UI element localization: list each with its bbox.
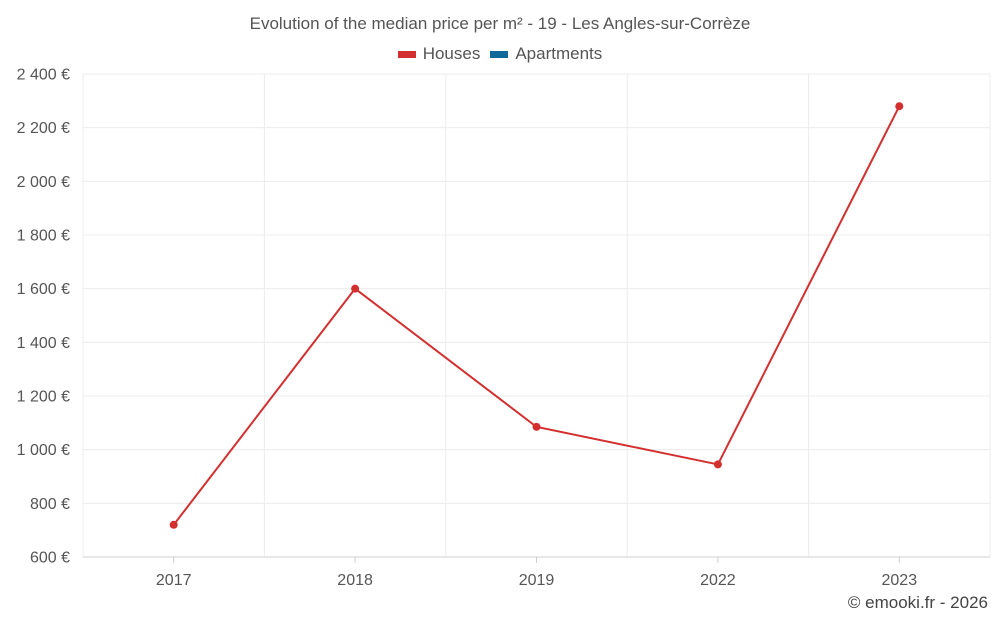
y-tick-label: 800 € xyxy=(30,496,70,513)
chart-title: Evolution of the median price per m² - 1… xyxy=(249,14,751,33)
y-tick-label: 1 600 € xyxy=(17,281,70,298)
x-tick-label: 2023 xyxy=(882,572,918,589)
data-point-houses xyxy=(532,422,541,431)
x-tick-label: 2022 xyxy=(700,572,736,589)
x-tick-label: 2018 xyxy=(337,572,373,589)
legend-item-apartments[interactable]: Apartments xyxy=(490,44,602,64)
y-tick-label: 1 200 € xyxy=(17,389,70,406)
data-point-houses xyxy=(351,284,360,293)
x-tick-label: 2017 xyxy=(156,572,192,589)
y-tick-label: 1 800 € xyxy=(17,228,70,245)
series-line-houses xyxy=(172,105,901,526)
data-point-houses xyxy=(713,460,722,469)
legend-label-houses: Houses xyxy=(422,44,481,63)
data-point-houses xyxy=(895,102,904,111)
credit-text: © emooki.fr - 2026 xyxy=(847,593,988,612)
legend: Houses Apartments xyxy=(0,44,1000,64)
y-tick-label: 1 000 € xyxy=(17,442,70,459)
legend-swatch-apartments xyxy=(490,50,509,58)
y-tick-label: 1 400 € xyxy=(17,335,70,352)
x-tick-label: 2019 xyxy=(519,572,555,589)
legend-swatch-houses xyxy=(397,50,416,58)
legend-label-apartments: Apartments xyxy=(515,44,603,63)
y-tick-label: 2 000 € xyxy=(17,174,70,191)
y-tick-label: 2 400 € xyxy=(17,67,70,84)
y-tick-label: 600 € xyxy=(30,550,70,567)
legend-item-houses[interactable]: Houses xyxy=(397,44,481,64)
data-point-houses xyxy=(169,520,178,529)
y-tick-label: 2 200 € xyxy=(17,120,70,137)
